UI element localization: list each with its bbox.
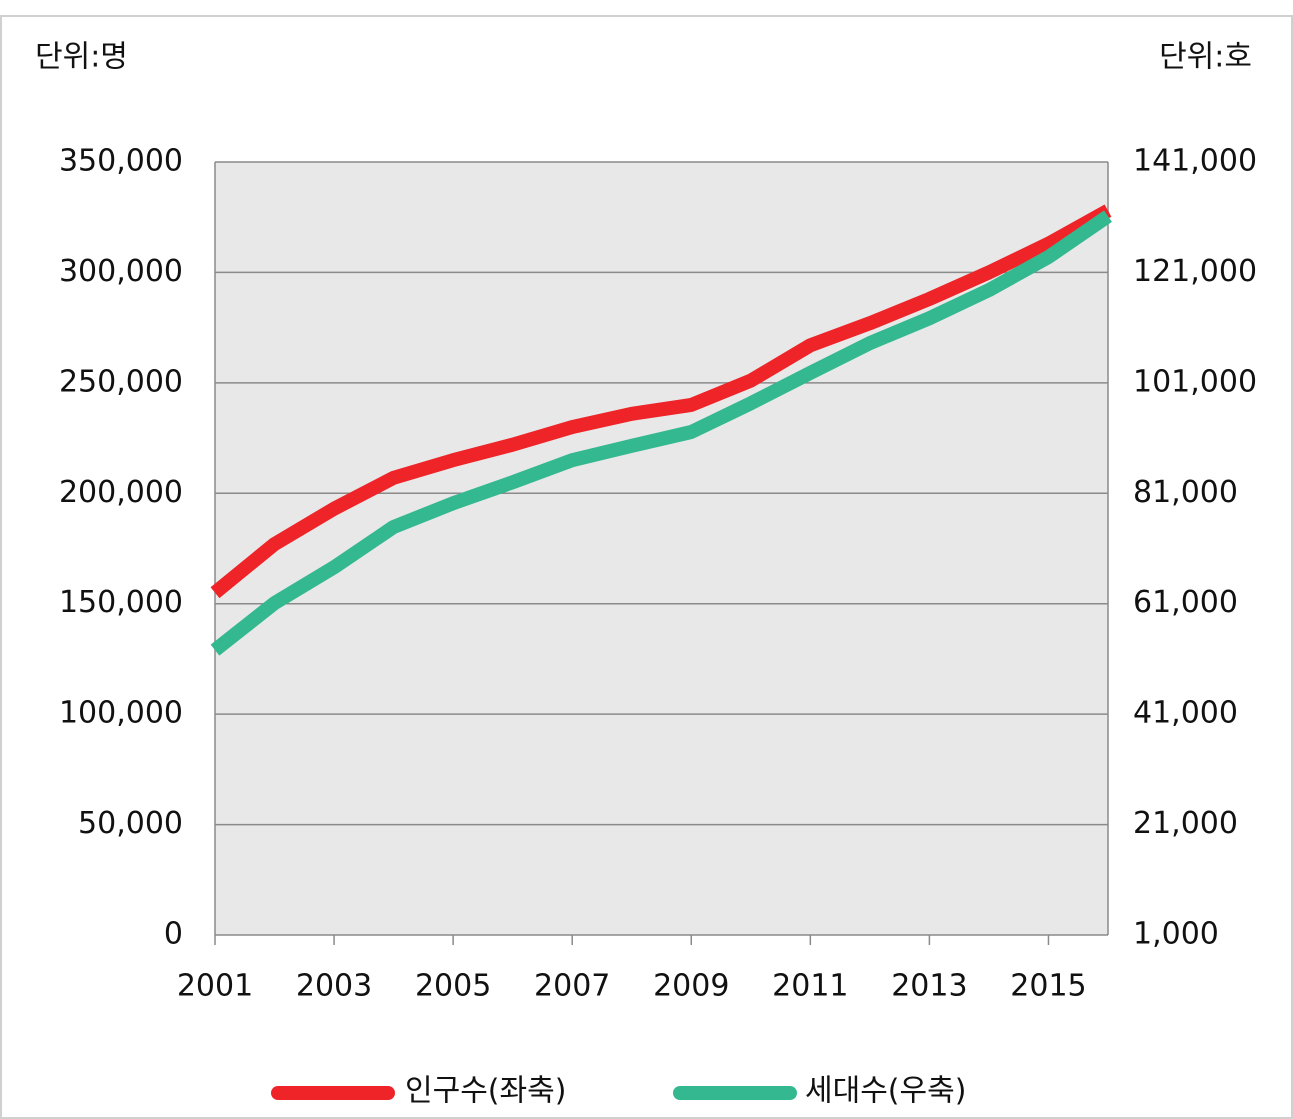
y-tick-label: 100,000 — [59, 696, 183, 731]
data-line — [210, 210, 1112, 656]
y2-tick-label: 1,000 — [1133, 917, 1219, 952]
x-tick-label: 2001 — [177, 969, 253, 1004]
legend-label: 인구수(좌축) — [405, 1074, 566, 1109]
x-tick-label: 2003 — [296, 969, 372, 1004]
y-tick-label: 50,000 — [78, 806, 183, 841]
y-tick-label: 0 — [164, 917, 183, 952]
x-tick-label: 2005 — [415, 969, 491, 1004]
y-tick-label: 350,000 — [59, 144, 183, 179]
x-tick-label: 2015 — [1010, 969, 1086, 1004]
y-axis-unit: 단위:명 — [35, 40, 128, 75]
y2-tick-label: 41,000 — [1133, 696, 1238, 731]
y2-tick-label: 81,000 — [1133, 475, 1238, 510]
y-tick-label: 250,000 — [59, 364, 183, 399]
x-tick-label: 2013 — [891, 969, 967, 1004]
y2-tick-label: 121,000 — [1133, 254, 1257, 289]
y-tick-label: 200,000 — [59, 475, 183, 510]
y2-axis-unit: 단위:호 — [1159, 40, 1252, 75]
y-tick-label: 300,000 — [59, 254, 183, 289]
data-line — [210, 204, 1112, 599]
y2-tick-label: 21,000 — [1133, 806, 1238, 841]
x-tick-label: 2011 — [772, 969, 848, 1004]
y2-tick-label: 61,000 — [1133, 585, 1238, 620]
x-tick-label: 2007 — [534, 969, 610, 1004]
y2-tick-label: 101,000 — [1133, 364, 1257, 399]
y2-tick-label: 141,000 — [1133, 144, 1257, 179]
x-tick-label: 2009 — [653, 969, 729, 1004]
y-tick-label: 150,000 — [59, 585, 183, 620]
legend-label: 세대수(우축) — [805, 1074, 966, 1109]
